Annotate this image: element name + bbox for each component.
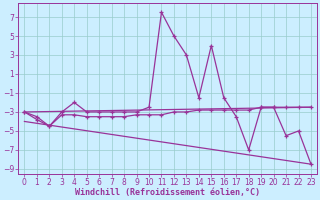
X-axis label: Windchill (Refroidissement éolien,°C): Windchill (Refroidissement éolien,°C) xyxy=(75,188,260,197)
